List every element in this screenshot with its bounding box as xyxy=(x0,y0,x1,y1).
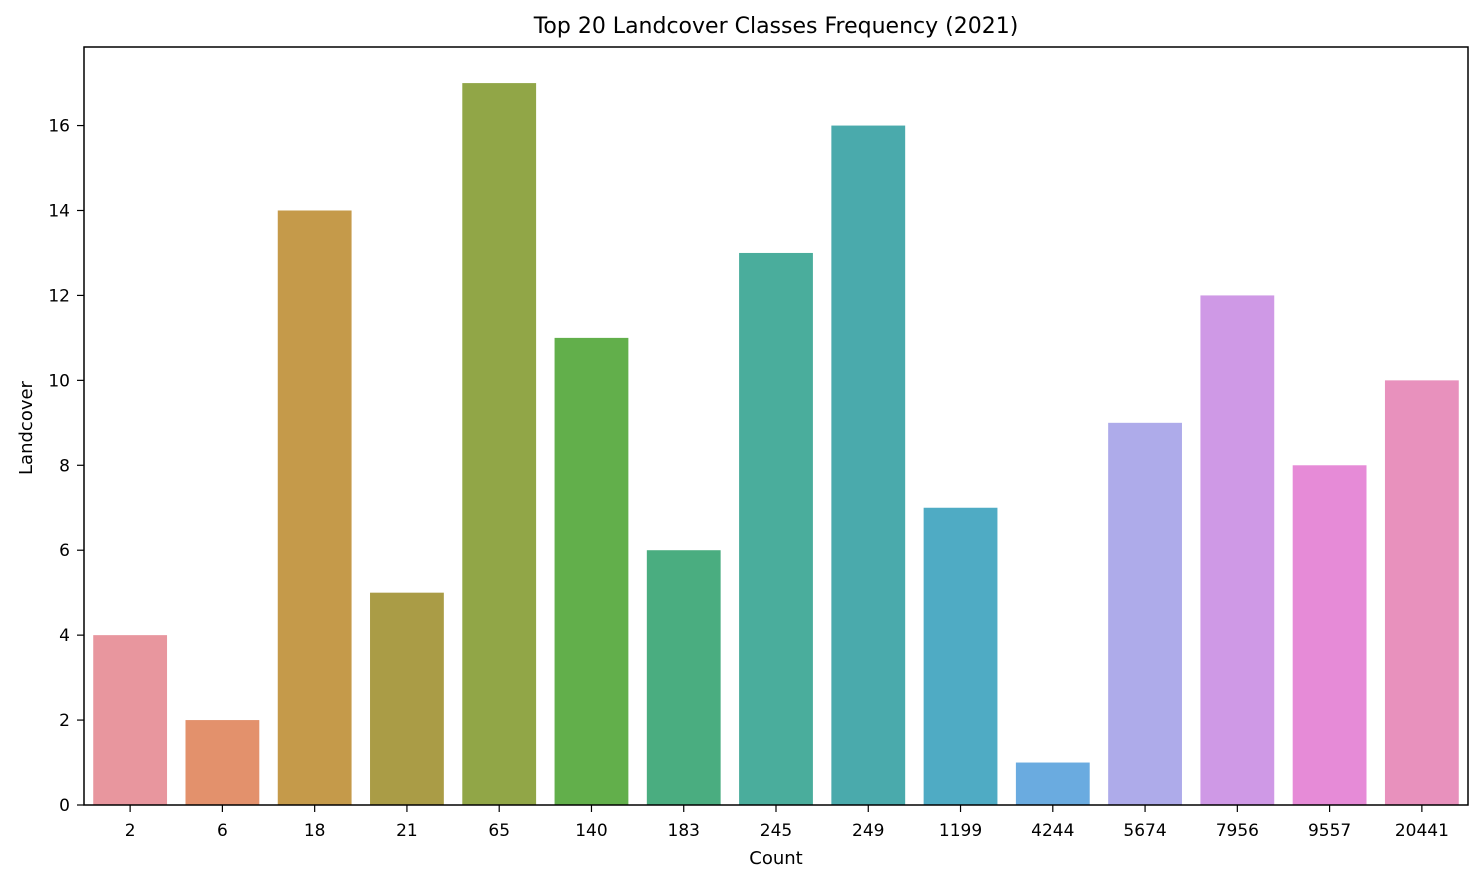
bar-183 xyxy=(646,550,721,805)
x-tick-label: 21 xyxy=(396,821,418,841)
bar-7956 xyxy=(1200,295,1275,805)
bar-249 xyxy=(831,125,906,805)
bar-140 xyxy=(554,337,629,805)
y-tick-label: 2 xyxy=(59,711,70,731)
x-tick-label: 6 xyxy=(217,821,228,841)
bar-4244 xyxy=(1015,762,1090,805)
y-tick-label: 16 xyxy=(48,117,70,137)
bar-20441 xyxy=(1384,380,1459,805)
y-tick-label: 6 xyxy=(59,541,70,561)
x-tick-label: 5674 xyxy=(1123,821,1166,841)
y-tick-label: 12 xyxy=(48,286,70,306)
x-tick-label: 245 xyxy=(760,821,792,841)
x-tick-label: 7956 xyxy=(1216,821,1259,841)
y-axis-ticks: 0 2 4 6 8 10 12 14 16 xyxy=(48,117,84,816)
x-tick-label: 18 xyxy=(304,821,326,841)
bar-9557 xyxy=(1292,465,1367,805)
y-tick-label: 14 xyxy=(48,201,70,221)
x-tick-label: 140 xyxy=(575,821,607,841)
y-axis-label: Landcover xyxy=(16,380,37,475)
y-tick-label: 8 xyxy=(59,456,70,476)
bars-group xyxy=(93,83,1459,806)
bar-18 xyxy=(277,210,352,806)
bar-65 xyxy=(462,83,537,806)
x-axis-label: Count xyxy=(749,848,802,869)
x-tick-label: 20441 xyxy=(1395,821,1449,841)
y-tick-label: 4 xyxy=(59,626,70,646)
bar-6 xyxy=(185,720,260,805)
x-tick-label: 1199 xyxy=(939,821,982,841)
x-tick-label: 9557 xyxy=(1308,821,1351,841)
plot-frame xyxy=(83,46,1469,806)
x-tick-label: 4244 xyxy=(1031,821,1074,841)
x-axis-ticks: 2 6 18 21 65 140 183 245 249 1199 4244 5674 7956 9557… xyxy=(125,805,1449,841)
bar-1199 xyxy=(923,507,998,805)
y-tick-label: 0 xyxy=(59,796,70,816)
x-tick-label: 65 xyxy=(488,821,510,841)
y-tick-label: 10 xyxy=(48,371,70,391)
x-tick-label: 2 xyxy=(125,821,136,841)
x-tick-label: 183 xyxy=(668,821,700,841)
x-tick-label: 249 xyxy=(852,821,884,841)
chart-title: Top 20 Landcover Classes Frequency (2021… xyxy=(533,14,1019,39)
bar-245 xyxy=(739,252,813,805)
bar-2 xyxy=(93,635,168,805)
bar-5674 xyxy=(1108,422,1182,805)
bar-21 xyxy=(370,592,444,805)
